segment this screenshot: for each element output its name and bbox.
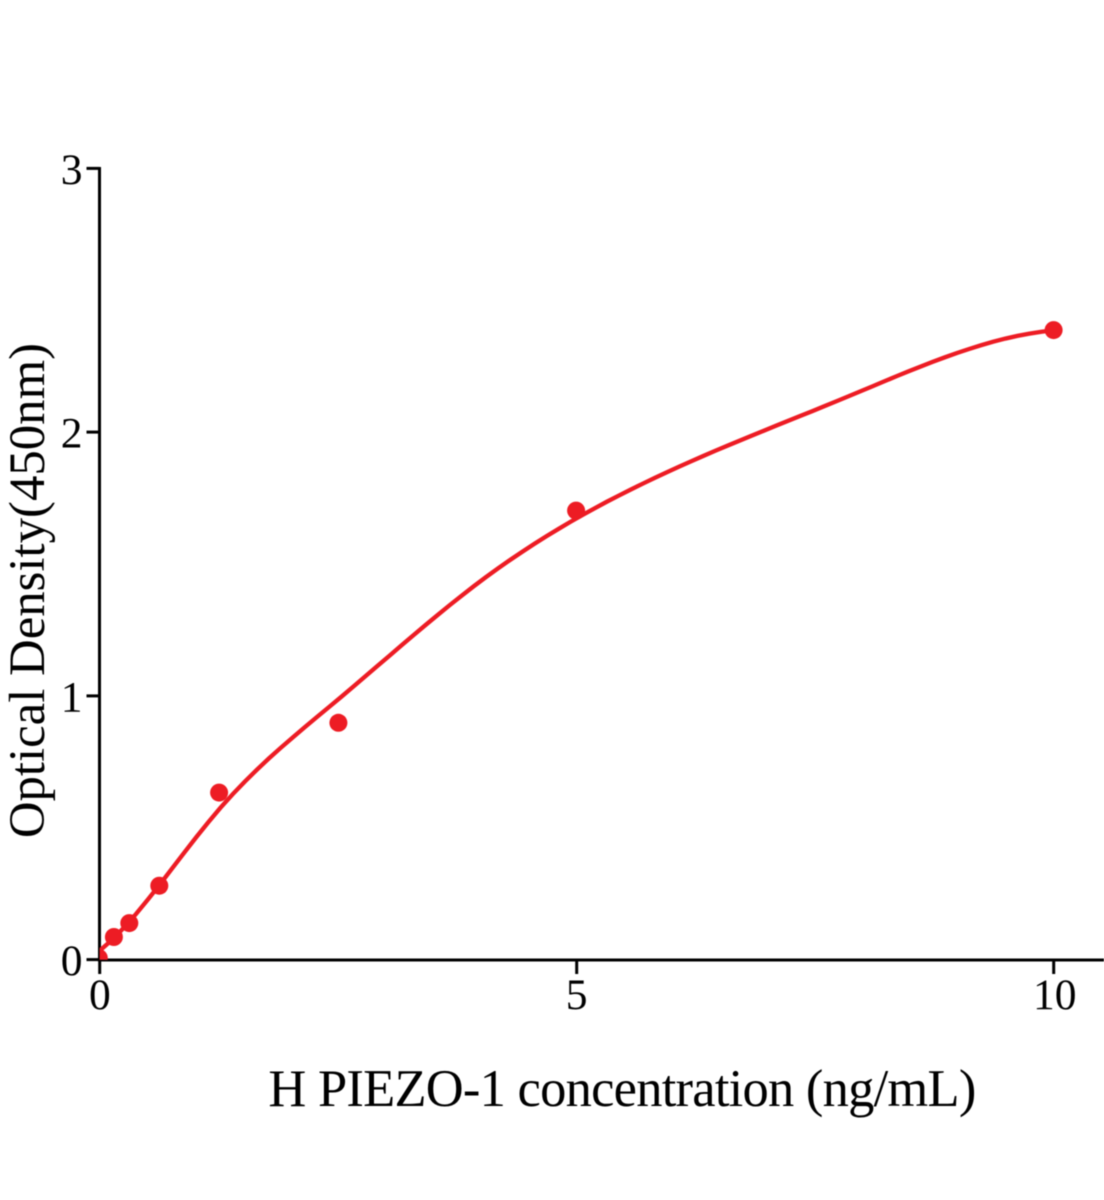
svg-text:0: 0 [89,971,111,1019]
svg-text:Optical Density(450nm): Optical Density(450nm) [0,343,55,838]
svg-text:3: 3 [61,146,83,194]
svg-text:10: 10 [1033,971,1077,1019]
svg-text:2: 2 [61,410,83,458]
svg-text:H PIEZO-1 concentration (ng/mL: H PIEZO-1 concentration (ng/mL) [268,1060,975,1118]
svg-text:5: 5 [566,971,588,1019]
svg-text:1: 1 [61,673,83,721]
svg-text:0: 0 [61,937,83,985]
